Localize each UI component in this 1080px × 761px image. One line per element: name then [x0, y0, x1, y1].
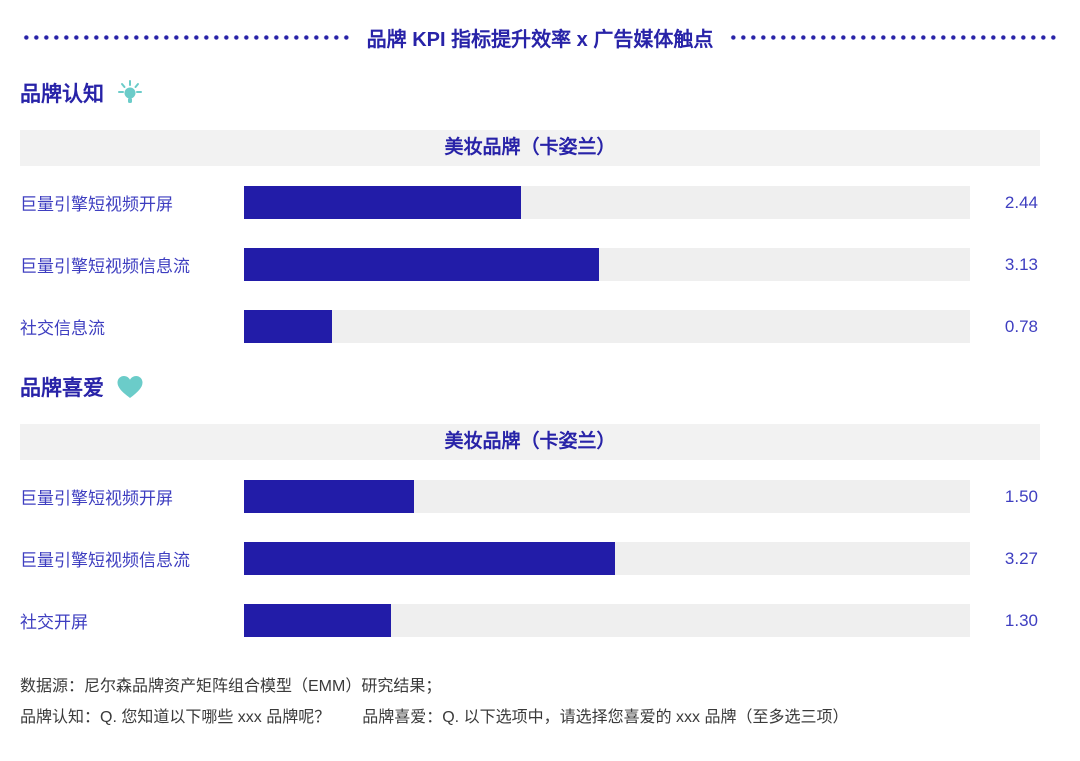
bar-row-label: 社交开屏 [20, 613, 88, 632]
bar-row-label: 巨量引擎短视频信息流 [20, 551, 190, 570]
bar-track [244, 604, 970, 637]
table-header-favorability: 美妆品牌（卡姿兰） [20, 424, 1040, 460]
bar-fill [244, 480, 415, 513]
bar-row: 社交开屏 1.30 [20, 604, 1060, 637]
bar-row-value: 3.27 [1004, 548, 1038, 568]
bar-track [244, 248, 970, 281]
bar-row-value: 3.13 [1004, 254, 1038, 274]
table-header-awareness: 美妆品牌（卡姿兰） [20, 130, 1040, 166]
footnotes: 数据源：尼尔森品牌资产矩阵组合模型（EMM）研究结果； 品牌认知：Q. 您知道以… [20, 671, 1060, 733]
bar-row-label: 巨量引擎短视频开屏 [20, 195, 173, 214]
bar-track [244, 186, 970, 219]
bar-fill [244, 604, 392, 637]
bar-fill [244, 248, 600, 281]
bar-chart-favorability: 巨量引擎短视频开屏 1.50 巨量引擎短视频信息流 3.27 社交开屏 1.30 [20, 480, 1060, 637]
bar-row-value: 0.78 [1004, 316, 1038, 336]
page-title: 品牌 KPI 指标提升效率 x 广告媒体触点 [366, 28, 714, 51]
bar-fill [244, 310, 333, 343]
bar-track [244, 310, 970, 343]
lightbulb-icon [116, 79, 144, 107]
dotted-leader-left [20, 34, 353, 40]
section-brand-favorability: 品牌喜爱 美妆品牌（卡姿兰） 巨量引擎短视频开屏 1.50 巨量引擎短视频信息流 [20, 372, 1060, 637]
bar-row: 巨量引擎短视频信息流 3.13 [20, 248, 1060, 281]
bar-row-value: 1.50 [1004, 486, 1038, 506]
bar-track [244, 480, 970, 513]
bar-row: 巨量引擎短视频开屏 2.44 [20, 186, 1060, 219]
page-title-row: 品牌 KPI 指标提升效率 x 广告媒体触点 [20, 22, 1061, 52]
bar-row-label: 巨量引擎短视频开屏 [20, 489, 173, 508]
footnote-questions: 品牌认知：Q. 您知道以下哪些 xxx 品牌呢？ 品牌喜爱：Q. 以下选项中，请… [20, 709, 849, 726]
bar-row-label: 巨量引擎短视频信息流 [20, 257, 190, 276]
bar-track [244, 542, 970, 575]
bar-row: 巨量引擎短视频信息流 3.27 [20, 542, 1060, 575]
bar-row-value: 1.30 [1004, 610, 1038, 630]
section-heading-favorability: 品牌喜爱 [20, 372, 1060, 402]
footnote-source: 数据源：尼尔森品牌资产矩阵组合模型（EMM）研究结果； [20, 678, 442, 695]
bar-fill [244, 186, 521, 219]
bar-chart-awareness: 巨量引擎短视频开屏 2.44 巨量引擎短视频信息流 3.13 社交信息流 0.7… [20, 186, 1060, 343]
section-heading-label: 品牌喜爱 [20, 377, 104, 400]
section-heading-awareness: 品牌认知 [20, 78, 1060, 108]
heart-icon [116, 374, 144, 400]
bar-row: 社交信息流 0.78 [20, 310, 1060, 343]
dotted-leader-right [727, 34, 1061, 40]
section-heading-label: 品牌认知 [20, 83, 104, 106]
bar-row-value: 2.44 [1004, 192, 1038, 212]
bar-row: 巨量引擎短视频开屏 1.50 [20, 480, 1060, 513]
section-brand-awareness: 品牌认知 美妆品牌（卡姿兰） 巨量引擎短视频开屏 [20, 78, 1060, 343]
bar-row-label: 社交信息流 [20, 319, 105, 338]
bar-fill [244, 542, 615, 575]
